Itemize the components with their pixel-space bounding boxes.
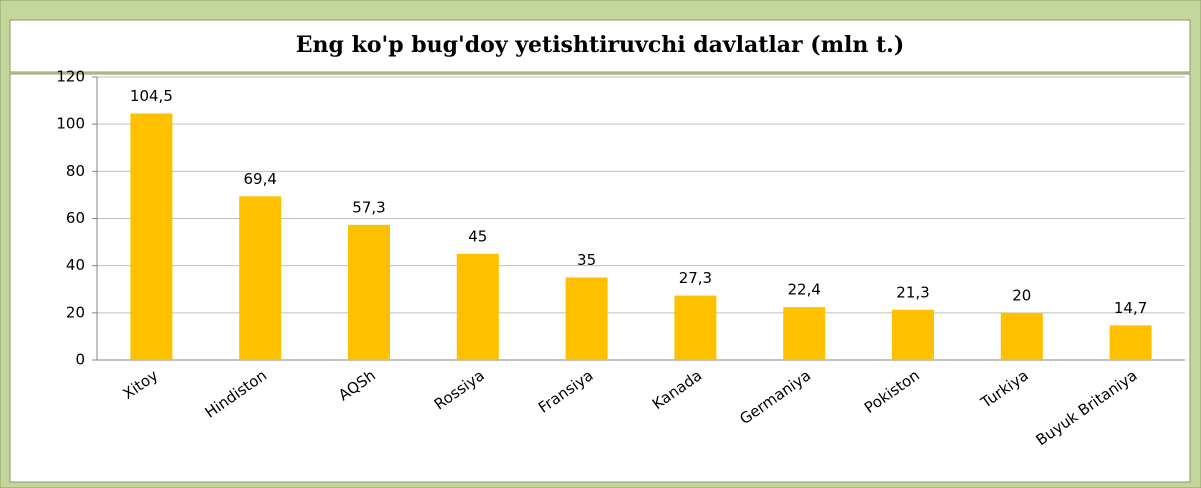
value-label: 14,7 xyxy=(1114,299,1147,317)
bar xyxy=(456,253,499,360)
y-tick-label: 80 xyxy=(66,162,85,180)
bar xyxy=(674,295,717,360)
bar xyxy=(1000,312,1043,360)
y-tick-label: 100 xyxy=(56,115,85,133)
bar xyxy=(1109,325,1152,360)
y-tick-label: 20 xyxy=(66,303,85,321)
value-label: 20 xyxy=(1012,286,1031,304)
value-label: 22,4 xyxy=(787,281,820,299)
value-label: 57,3 xyxy=(352,198,385,216)
value-label: 35 xyxy=(577,251,596,269)
bar xyxy=(348,224,390,360)
bar xyxy=(239,196,282,360)
value-label: 104,5 xyxy=(130,87,173,105)
y-tick-label: 40 xyxy=(66,256,85,274)
bar xyxy=(565,277,608,360)
value-label: 21,3 xyxy=(896,283,929,301)
title-box xyxy=(9,19,1191,73)
value-label: 69,4 xyxy=(243,170,276,188)
bar xyxy=(783,307,826,360)
y-tick-label: 0 xyxy=(75,351,85,369)
y-tick-label: 60 xyxy=(66,209,85,227)
chart-title: Eng ko'p bug'doy yetishtiruvchi davlatla… xyxy=(296,32,904,58)
bar xyxy=(892,309,934,360)
bar xyxy=(130,113,173,360)
y-tick-label: 120 xyxy=(56,68,85,86)
value-label: 45 xyxy=(468,227,487,245)
value-label: 27,3 xyxy=(679,269,712,287)
